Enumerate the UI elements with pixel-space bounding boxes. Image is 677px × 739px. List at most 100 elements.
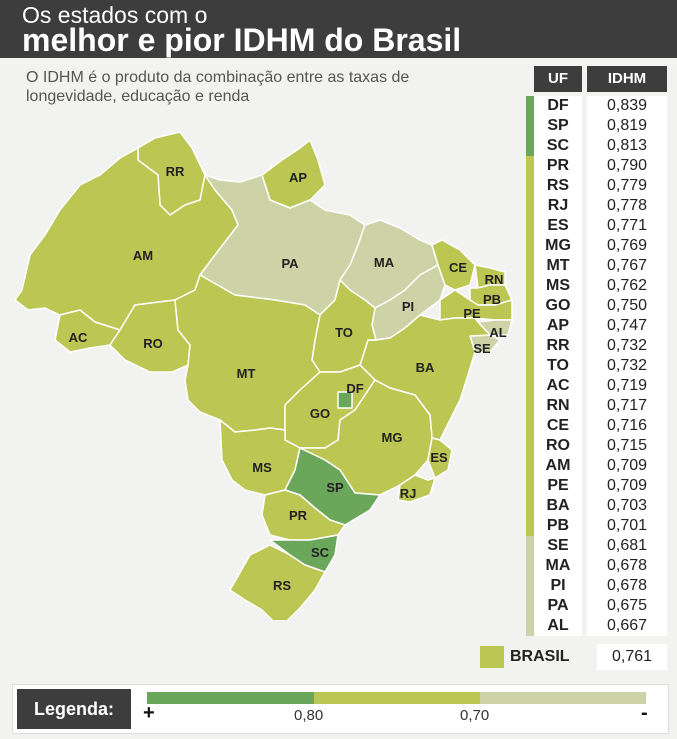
tier-bar (526, 136, 534, 156)
row-uf: PI (534, 576, 582, 596)
tier-bar (526, 396, 534, 416)
row-value: 0,819 (587, 116, 667, 136)
tier-bar (526, 196, 534, 216)
row-uf: AC (534, 376, 582, 396)
table-row: AC 0,719 (526, 376, 667, 396)
tier-bar (526, 436, 534, 456)
table-row: CE 0,716 (526, 416, 667, 436)
tier-bar (526, 516, 534, 536)
state-rj (397, 474, 436, 503)
map-label-mg: MG (382, 430, 403, 445)
table-row: MG 0,769 (526, 236, 667, 256)
legend: Legenda: + 0,80 0,70 - (12, 684, 669, 734)
row-value: 0,717 (587, 396, 667, 416)
row-uf: SC (534, 136, 582, 156)
map-label-sp: SP (326, 480, 344, 495)
row-value: 0,675 (587, 596, 667, 616)
map-label-am: AM (133, 248, 153, 263)
table-row: PB 0,701 (526, 516, 667, 536)
row-value: 0,732 (587, 356, 667, 376)
tier-bar (526, 116, 534, 136)
row-uf: AM (534, 456, 582, 476)
row-value: 0,719 (587, 376, 667, 396)
legend-segment-high (147, 692, 314, 704)
row-value: 0,813 (587, 136, 667, 156)
legend-plus: + (143, 702, 155, 724)
tier-bar (526, 416, 534, 436)
table-row: SP 0,819 (526, 116, 667, 136)
tier-bar (526, 376, 534, 396)
row-uf: ES (534, 216, 582, 236)
row-uf: RN (534, 396, 582, 416)
row-value: 0,678 (587, 556, 667, 576)
row-value: 0,716 (587, 416, 667, 436)
tier-bar (526, 96, 534, 116)
tier-bar (526, 596, 534, 616)
brasil-value: 0,761 (597, 644, 667, 670)
legend-segment-mid (314, 692, 480, 704)
header-uf: UF (534, 66, 582, 92)
state-df (337, 391, 353, 409)
legend-tick-080: 0,80 (294, 707, 324, 724)
map-label-pi: PI (402, 299, 414, 314)
map-label-pb: PB (483, 292, 501, 307)
row-uf: RR (534, 336, 582, 356)
tier-bar (526, 556, 534, 576)
row-uf: RJ (534, 196, 582, 216)
tier-bar (526, 356, 534, 376)
row-uf: RO (534, 436, 582, 456)
state-ce (431, 239, 476, 291)
map-label-ce: CE (449, 260, 467, 275)
row-uf: MG (534, 236, 582, 256)
row-uf: SP (534, 116, 582, 136)
map-label-pr: PR (289, 508, 308, 523)
row-value: 0,678 (587, 576, 667, 596)
title-line-2: melhor e pior IDHM do Brasil (22, 22, 462, 58)
table-row: BA 0,703 (526, 496, 667, 516)
map-label-to: TO (335, 325, 353, 340)
row-value: 0,769 (587, 236, 667, 256)
map-label-ap: AP (289, 170, 307, 185)
map-label-ms: MS (252, 460, 272, 475)
row-uf: MA (534, 556, 582, 576)
row-value: 0,750 (587, 296, 667, 316)
row-uf: MS (534, 276, 582, 296)
table-row: DF 0,839 (526, 96, 667, 116)
subtitle: O IDHM é o produto da combinação entre a… (26, 69, 410, 105)
table-header: UF IDHM (526, 66, 667, 92)
map-label-se: SE (473, 341, 491, 356)
row-uf: CE (534, 416, 582, 436)
row-value: 0,790 (587, 156, 667, 176)
table-row: PI 0,678 (526, 576, 667, 596)
map-label-rj: RJ (400, 486, 417, 501)
row-value: 0,839 (587, 96, 667, 116)
tier-bar (526, 476, 534, 496)
header-idhm: IDHM (587, 66, 667, 92)
map-label-ma: MA (374, 255, 395, 270)
map-label-al: AL (489, 325, 506, 340)
table-row: AL 0,667 (526, 616, 667, 636)
row-value: 0,779 (587, 176, 667, 196)
row-uf: TO (534, 356, 582, 376)
tier-bar (526, 296, 534, 316)
row-value: 0,681 (587, 536, 667, 556)
map-label-rs: RS (273, 578, 291, 593)
table-row: RJ 0,778 (526, 196, 667, 216)
table-row: AP 0,747 (526, 316, 667, 336)
tier-bar (526, 536, 534, 556)
row-value: 0,771 (587, 216, 667, 236)
legend-segment-low (480, 692, 646, 704)
tier-bar (526, 496, 534, 516)
tier-bar (526, 336, 534, 356)
brazil-map: RR AP AM PA MA CE RN PB PI PE AL SE AC R… (14, 131, 513, 620)
row-value: 0,732 (587, 336, 667, 356)
row-uf: PB (534, 516, 582, 536)
row-value: 0,762 (587, 276, 667, 296)
tier-bar (526, 216, 534, 236)
tier-bar (526, 616, 534, 636)
map-label-df: DF (346, 381, 363, 396)
row-uf: PA (534, 596, 582, 616)
table-row: MS 0,762 (526, 276, 667, 296)
table-rows: DF 0,839 SP 0,819 SC 0,813 PR 0,790 RS 0,779 RJ 0,7… (526, 96, 667, 636)
brasil-swatch (480, 646, 504, 668)
